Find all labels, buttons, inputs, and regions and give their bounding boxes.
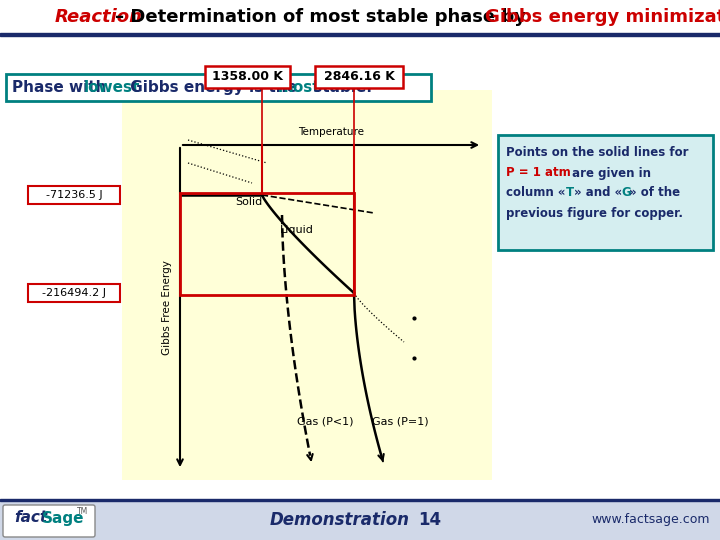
- Text: – Determination of most stable phase by: – Determination of most stable phase by: [115, 8, 532, 25]
- Text: stable.: stable.: [308, 80, 372, 95]
- Text: Temperature: Temperature: [298, 127, 364, 137]
- Text: Gibbs energy is the: Gibbs energy is the: [125, 80, 302, 95]
- Text: 14: 14: [418, 511, 441, 529]
- Text: Gibbs energy minimization: Gibbs energy minimization: [485, 8, 720, 25]
- Text: 1358.00 K: 1358.00 K: [212, 71, 283, 84]
- Text: Demonstration: Demonstration: [270, 511, 410, 529]
- Bar: [498, 135, 713, 250]
- Text: G: G: [621, 186, 631, 199]
- Text: P = 1 atm: P = 1 atm: [506, 166, 571, 179]
- Text: -216494.2 J: -216494.2 J: [42, 288, 106, 298]
- Bar: [28, 284, 120, 302]
- Text: TM: TM: [77, 508, 89, 516]
- Text: Gas (P<1): Gas (P<1): [297, 417, 354, 427]
- Text: Points on the solid lines for: Points on the solid lines for: [506, 146, 688, 159]
- Text: fact: fact: [14, 510, 47, 525]
- Text: Liquid: Liquid: [280, 225, 314, 235]
- Bar: [0, 499, 720, 501]
- Text: lowest: lowest: [84, 80, 140, 95]
- Text: 2846.16 K: 2846.16 K: [323, 71, 395, 84]
- Bar: [180, 193, 354, 295]
- Text: T: T: [566, 186, 574, 199]
- Text: are given in: are given in: [568, 166, 651, 179]
- Text: Phase with: Phase with: [12, 80, 112, 95]
- Text: Sage: Sage: [42, 510, 84, 525]
- Bar: [205, 66, 290, 88]
- Bar: [28, 186, 120, 204]
- Text: » of the: » of the: [629, 186, 680, 199]
- Text: Gas (P=1): Gas (P=1): [372, 417, 428, 427]
- Bar: [0, 33, 720, 36]
- Bar: [0, 0, 720, 33]
- Bar: [122, 90, 492, 480]
- Text: Gibbs Free Energy: Gibbs Free Energy: [162, 260, 172, 355]
- Text: -71236.5 J: -71236.5 J: [45, 190, 102, 200]
- Bar: [6, 74, 431, 101]
- Text: Solid: Solid: [235, 197, 262, 207]
- Bar: [0, 500, 720, 540]
- Text: Reaction: Reaction: [55, 8, 143, 25]
- Text: » and «: » and «: [574, 186, 622, 199]
- Text: www.factsage.com: www.factsage.com: [592, 514, 710, 526]
- Bar: [315, 66, 403, 88]
- Text: previous figure for copper.: previous figure for copper.: [506, 206, 683, 219]
- FancyBboxPatch shape: [3, 505, 95, 537]
- Text: column «: column «: [506, 186, 565, 199]
- Text: most: most: [278, 80, 320, 95]
